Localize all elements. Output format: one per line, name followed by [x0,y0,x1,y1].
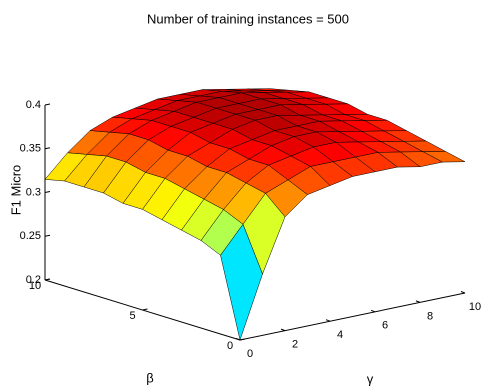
x-tick [280,328,286,332]
y-tick-label: 10 [29,280,41,292]
z-tick [44,147,51,150]
x-tick [370,309,376,313]
x-tick [235,338,241,341]
z-tick [44,103,51,106]
z-tick [44,191,51,193]
x-tick-label: 8 [427,310,433,322]
x-tick-label: 6 [382,320,388,332]
x-tick [460,291,466,294]
y-axis-label: β [146,370,153,385]
surface-cell [220,223,263,341]
x-axis [239,292,466,341]
x-tick [415,300,421,303]
y-tick [44,278,51,281]
z-axis-label: F1 Micro [8,165,23,216]
z-tick-label: 0.35 [20,143,41,155]
x-tick-label: 10 [469,301,481,313]
y-tick-label: 0 [227,340,233,352]
x-tick-label: 0 [247,348,253,360]
x-axis-label: γ [367,371,374,386]
z-tick-label: 0.25 [20,230,41,242]
y-tick-label: 5 [129,310,135,322]
x-tick-label: 4 [337,329,343,341]
z-tick [44,234,51,237]
x-tick [325,319,331,322]
chart-title: Number of training instances = 500 [147,11,349,26]
z-tick-label: 0.4 [26,99,41,111]
x-tick-label: 2 [292,339,298,351]
z-tick-label: 0.3 [26,186,41,198]
y-tick [142,308,148,311]
y-tick [239,338,246,341]
z-tick-label: 0.2 [26,274,41,286]
